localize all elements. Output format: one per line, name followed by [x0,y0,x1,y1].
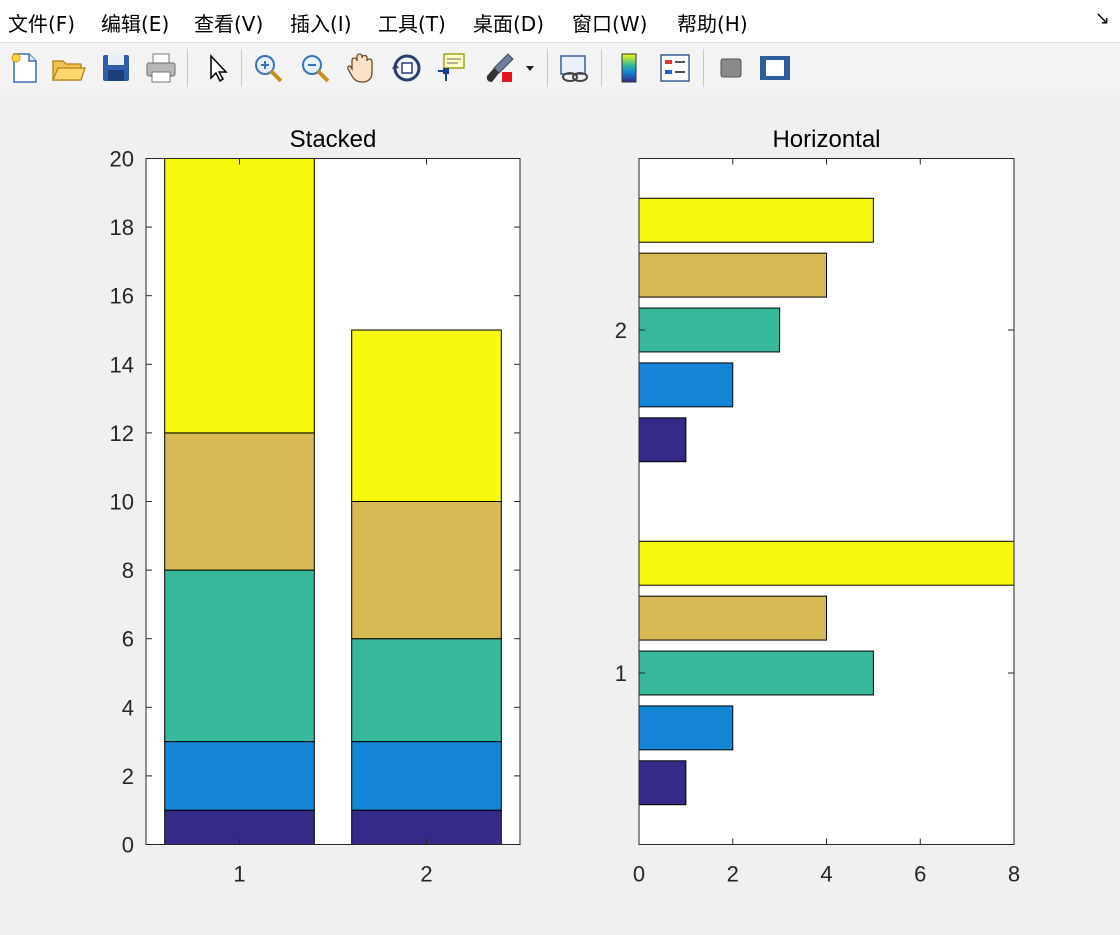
x-tick-label: 6 [914,862,926,887]
toolbar-separator [241,49,242,87]
horizontal-bar [639,595,827,641]
menu-view[interactable]: 查看(V) [194,12,264,36]
horizontal-bar [639,417,687,463]
horizontal-bar [639,307,781,353]
pan-button[interactable] [343,51,379,85]
x-tick-label: 8 [1008,862,1020,887]
x-tick-label: 2 [420,862,432,887]
stacked-bar-segment [164,741,315,811]
zoom-in-icon [255,55,283,83]
edit-plot-pointer-icon [210,54,228,83]
y-tick-label: 18 [110,215,134,240]
insert-legend-button[interactable] [657,51,693,85]
menu-insert[interactable]: 插入(I) [290,12,352,36]
x-tick-label: 4 [820,862,832,887]
stacked-bar-segment [164,432,315,571]
horizontal-bar [639,760,687,806]
y-tick-label: 1 [615,661,627,686]
new-figure-button[interactable] [6,51,42,85]
horizontal-axes-box [638,158,1015,845]
y-tick-label: 16 [110,284,134,309]
y-tick-label: 2 [122,764,134,789]
rotate-3d-button[interactable] [389,51,425,85]
x-tick-label: 0 [633,862,645,887]
y-tick-label: 20 [110,147,134,172]
y-tick-label: 14 [110,352,134,377]
stacked-title: Stacked [290,126,377,153]
stacked-bar-segment [351,741,502,811]
horizontal-bar [639,540,1014,586]
y-tick-label: 4 [122,695,134,720]
brush-button[interactable] [482,51,518,85]
pan-hand-icon [347,53,373,83]
x-tick-label: 1 [233,862,245,887]
y-tick-label: 8 [122,558,134,583]
print-icon [146,53,176,83]
colorbar-icon [621,53,637,83]
y-tick-label: 6 [122,627,134,652]
open-file-icon [52,60,86,81]
insert-colorbar-button[interactable] [612,51,648,85]
y-tick-label: 2 [615,318,627,343]
new-figure-icon [11,53,37,83]
y-tick-label: 12 [110,421,134,446]
y-tick-label: 10 [110,490,134,515]
menu-edit[interactable]: 编辑(E) [101,12,170,36]
toolbar-separator [187,49,188,87]
stacked-bar-segment [351,329,502,502]
menu-tools[interactable]: 工具(T) [378,12,446,36]
legend-icon [660,54,690,82]
horizontal-title: Horizontal [772,126,880,153]
print-button[interactable] [143,51,179,85]
menu-window[interactable]: 窗口(W) [572,12,648,36]
zoom-out-button[interactable] [297,51,333,85]
brush-icon [486,53,514,82]
save-icon [103,55,129,81]
hide-plot-tools-icon [720,58,742,78]
link-plot-icon [560,55,588,82]
show-plot-tools-icon [760,56,790,80]
dock-figure-button[interactable]: ↘ [1094,8,1110,29]
horizontal-bar [639,197,874,243]
toolbar-separator [601,49,602,87]
x-tick-label: 2 [727,862,739,887]
zoom-out-icon [302,55,330,83]
stacked-bar-segment [351,501,502,640]
horizontal-bar [639,705,734,751]
menu-file[interactable]: 文件(F) [8,12,76,36]
edit-plot-button[interactable] [199,51,235,85]
toolbar-separator [703,49,704,87]
y-tick-label: 0 [122,833,134,858]
figure-toolbar [0,42,1120,96]
brush-dropdown-icon [526,66,534,71]
rotate-3d-icon [392,54,421,82]
stacked-bar-segment [164,569,315,743]
horizontal-bar [639,362,734,408]
data-cursor-button[interactable] [434,51,470,85]
toolbar-separator [547,49,548,87]
menu-desktop[interactable]: 桌面(D) [473,12,545,36]
horizontal-axes[interactable]: 0 2 4 6 8 1 2 Horizontal [615,126,1020,887]
data-cursor-icon [438,53,465,81]
zoom-in-button[interactable] [250,51,286,85]
stacked-bar-segment [351,638,502,743]
brush-dropdown-button[interactable] [522,51,538,85]
open-file-button[interactable] [50,51,86,85]
menu-help[interactable]: 帮助(H) [677,12,748,36]
show-plot-tools-button[interactable] [757,51,793,85]
stacked-bar-segment [164,158,315,434]
save-button[interactable] [98,51,134,85]
horizontal-bar [639,252,827,298]
link-plot-button[interactable] [557,51,593,85]
hide-plot-tools-button[interactable] [713,51,749,85]
menu-bar: 文件(F) 编辑(E) 查看(V) 插入(I) 工具(T) 桌面(D) 窗口(W… [0,0,1120,42]
stacked-axes-box [145,158,521,845]
horizontal-bar [639,650,874,696]
